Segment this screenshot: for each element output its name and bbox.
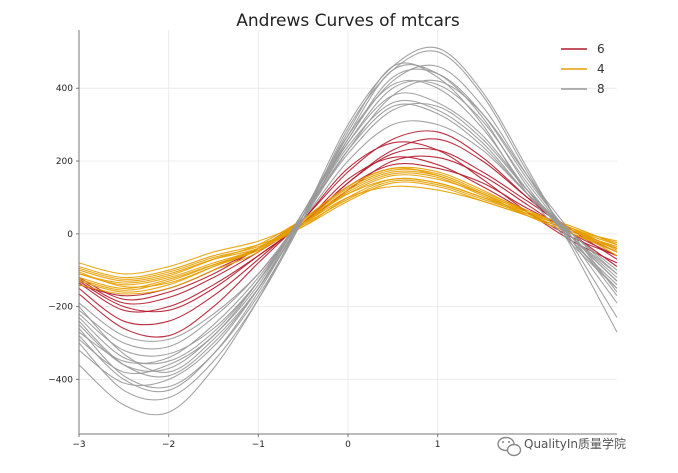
curve-class-4 <box>78 178 618 284</box>
x-tick-labels: −3 −2 −1 0 1 <box>72 434 441 450</box>
curve-class-4 <box>78 172 618 288</box>
y-tick-label: 200 <box>56 157 73 167</box>
x-tick-label: −3 <box>72 440 85 450</box>
legend: 6 4 8 <box>561 42 605 96</box>
legend-label-4: 4 <box>597 62 605 76</box>
watermark-text: QualityIn质量学院 <box>524 436 626 451</box>
curve-class-6 <box>78 130 618 326</box>
y-tick-label: −400 <box>48 375 73 385</box>
curve-class-4 <box>78 168 618 291</box>
curve-class-8 <box>78 46 618 416</box>
legend-label-6: 6 <box>597 42 605 56</box>
x-tick-label: −1 <box>252 440 265 450</box>
curve-class-8 <box>78 120 618 342</box>
wechat-icon <box>497 436 522 457</box>
x-tick-label: −2 <box>162 440 175 450</box>
chart-title: Andrews Curves of mtcars <box>236 11 460 31</box>
legend-label-8: 8 <box>597 82 605 96</box>
curve-class-8 <box>78 50 618 401</box>
watermark: QualityIn质量学院 <box>497 436 626 457</box>
curves-layer <box>78 46 618 416</box>
curve-class-6 <box>78 147 618 301</box>
y-tick-label: 0 <box>67 230 73 240</box>
grid-lines <box>78 30 617 434</box>
curve-class-8 <box>78 68 618 375</box>
y-tick-label: 400 <box>56 84 73 94</box>
x-tick-label: 1 <box>435 440 441 450</box>
x-tick-label: 0 <box>345 440 351 450</box>
y-tick-labels: 400 200 0 −200 −400 <box>48 84 79 385</box>
curve-class-8 <box>78 92 618 372</box>
y-tick-label: −200 <box>48 303 73 313</box>
